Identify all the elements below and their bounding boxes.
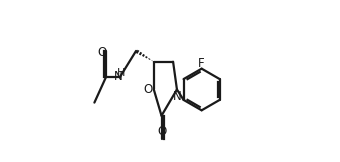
Text: O: O [143, 83, 153, 96]
Text: H: H [116, 68, 125, 78]
Text: F: F [198, 57, 205, 70]
Text: N: N [173, 90, 182, 103]
Text: O: O [98, 46, 107, 59]
Text: N: N [114, 70, 123, 83]
Text: O: O [158, 125, 167, 138]
